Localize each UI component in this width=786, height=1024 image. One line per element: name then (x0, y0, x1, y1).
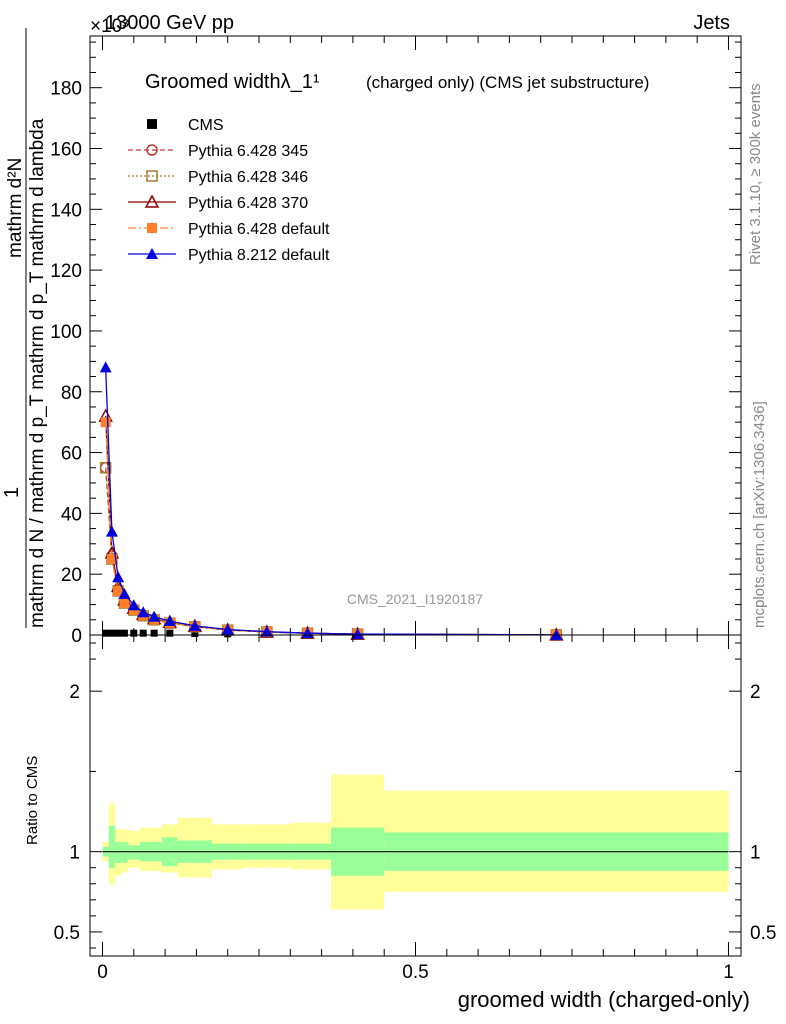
data-point (113, 585, 124, 596)
data-point (130, 629, 138, 637)
y-axis-label-bottom: mathrm d N / mathrm d p_T mathrm d p_T m… (27, 118, 48, 628)
plot-subtitle: (charged only) (CMS jet substructure) (366, 73, 649, 92)
legend-label: CMS (188, 117, 224, 134)
data-point (260, 625, 273, 637)
ratio-y-tick-label: 1 (69, 843, 80, 864)
data-point (188, 619, 201, 631)
data-point (108, 629, 116, 637)
y-tick-label: 180 (50, 79, 82, 100)
legend-marker (146, 170, 158, 182)
ratio-band-inner (127, 845, 141, 860)
series-line (104, 416, 557, 636)
data-point (120, 629, 128, 637)
x-tick-label: 0.5 (402, 962, 428, 983)
y-tick-label: 60 (61, 444, 82, 465)
x-tick-label: 0 (97, 962, 108, 983)
data-point (106, 553, 117, 564)
y-tick-label: 160 (50, 140, 82, 161)
legend: CMS Pythia 6.428 345 Pythia 6.428 346 Pythi… (128, 117, 330, 264)
series-2 (99, 462, 563, 641)
ratio-y-tick-label-right: 1 (750, 843, 761, 864)
y-axis-label-mid: mathrm d²N (5, 158, 26, 258)
data-point (351, 628, 364, 640)
data-point (114, 629, 122, 637)
y-axis-label-top: 1 (1, 487, 23, 498)
ratio-y-tick-label: 0.5 (54, 923, 80, 944)
data-point (119, 598, 130, 609)
data-point (137, 606, 150, 618)
y-tick-label: 0 (71, 626, 82, 647)
data-point (105, 525, 118, 537)
ratio-band-inner (121, 842, 128, 863)
legend-label: Pythia 6.428 default (188, 221, 330, 238)
data-point (191, 629, 199, 637)
series-4 (100, 417, 562, 640)
data-point (118, 587, 131, 599)
legend-label: Pythia 8.212 default (188, 247, 330, 264)
data-point (163, 615, 176, 627)
y-tick-label: 80 (61, 383, 82, 404)
data-point (150, 629, 158, 637)
data-point (100, 417, 111, 428)
plot-title: Groomed widthλ_1¹ (145, 71, 320, 93)
legend-label: Pythia 6.428 370 (188, 195, 308, 212)
x-axis-label: groomed width (charged-only) (458, 987, 750, 1012)
y-tick-label: 20 (61, 565, 82, 586)
ratio-y-tick-label-right: 2 (750, 682, 761, 703)
legend-marker (147, 223, 157, 233)
rivet-label: Rivet 3.1.10, ≥ 300k events (747, 83, 764, 265)
ratio-y-tick-label-right: 0.5 (750, 923, 776, 944)
y-tick-label: 120 (50, 261, 82, 282)
data-point (127, 599, 140, 611)
y-tick-label: 140 (50, 200, 82, 221)
ratio-y-tick-label: 2 (69, 682, 80, 703)
data-point (139, 629, 147, 637)
legend-label: Pythia 6.428 345 (188, 143, 308, 160)
ratio-y-label: Ratio to CMS (24, 756, 41, 845)
series-line (105, 467, 557, 636)
mcplots-label: mcplots.cern.ch [arXiv:1306.3436] (751, 401, 768, 628)
watermark: CMS_2021_I1920187 (347, 591, 483, 607)
ratio-band-inner (115, 842, 122, 863)
x-tick-label: 1 (723, 962, 734, 983)
category-label: Jets (693, 12, 730, 34)
series-line (104, 367, 557, 636)
y-tick-label: 40 (61, 504, 82, 525)
exponent-label: ×10³ (90, 16, 129, 37)
series-3 (98, 408, 564, 641)
series-line (105, 467, 557, 636)
data-point (221, 623, 234, 635)
data-point (99, 361, 112, 373)
legend-marker (146, 248, 158, 259)
data-point (99, 462, 112, 474)
series-5 (99, 361, 563, 640)
data-point (166, 629, 174, 637)
legend-marker (147, 119, 157, 129)
data-point (550, 628, 563, 640)
legend-label: Pythia 6.428 346 (188, 169, 308, 186)
y-tick-label: 100 (50, 322, 82, 343)
series-1 (99, 462, 563, 641)
ratio-band-inner (108, 825, 116, 868)
series-line (104, 422, 557, 636)
legend-marker (146, 144, 158, 156)
data-point (102, 629, 110, 637)
legend-marker (144, 194, 160, 208)
data-point (112, 571, 125, 583)
energy-label: 13000 GeV pp (105, 12, 234, 34)
data-point (148, 610, 161, 622)
ratio-plot: 0 0.5 1 0.5 0.5 1 1 2 2 (54, 634, 776, 983)
